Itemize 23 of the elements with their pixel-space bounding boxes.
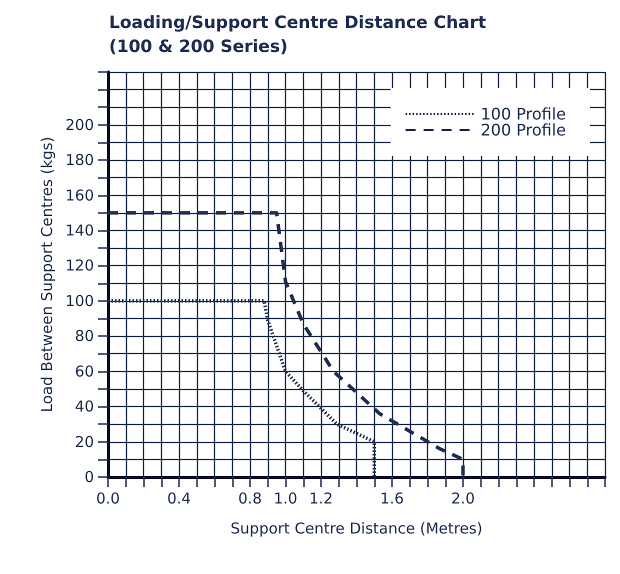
x-tick-label: 0.8 xyxy=(238,490,262,508)
y-tick-label: 0 xyxy=(84,468,94,486)
y-tick-label: 20 xyxy=(74,432,94,451)
y-tick-label: 100 xyxy=(65,292,94,310)
y-tick-label: 200 xyxy=(65,116,94,134)
legend-label: 100 Profile xyxy=(480,104,566,124)
y-tick-label: 60 xyxy=(74,362,94,380)
y-tick-label: 140 xyxy=(65,221,94,240)
chart-title: Loading/Support Centre Distance Chart (100 & 200 Series) xyxy=(109,13,492,57)
y-tick-label: 180 xyxy=(65,151,94,170)
x-axis-title: Support Centre Distance (Metres) xyxy=(230,520,482,538)
legend-label: 200 Profile xyxy=(480,120,566,140)
y-tick-label: 40 xyxy=(74,398,94,416)
x-tick-label: 0.4 xyxy=(167,490,191,508)
y-tick-label: 160 xyxy=(65,186,94,204)
y-tick-label: 80 xyxy=(74,327,94,346)
x-tick-label: 1.2 xyxy=(309,490,333,508)
x-tick-label: 1.0 xyxy=(274,490,298,508)
x-tick-label: 2.0 xyxy=(451,490,475,508)
y-axis-title: Load Between Support Centres (kgs) xyxy=(38,136,56,412)
y-tick-label: 120 xyxy=(65,256,94,275)
x-tick-label: 0.0 xyxy=(96,490,120,508)
x-tick-label: 1.6 xyxy=(380,490,404,508)
